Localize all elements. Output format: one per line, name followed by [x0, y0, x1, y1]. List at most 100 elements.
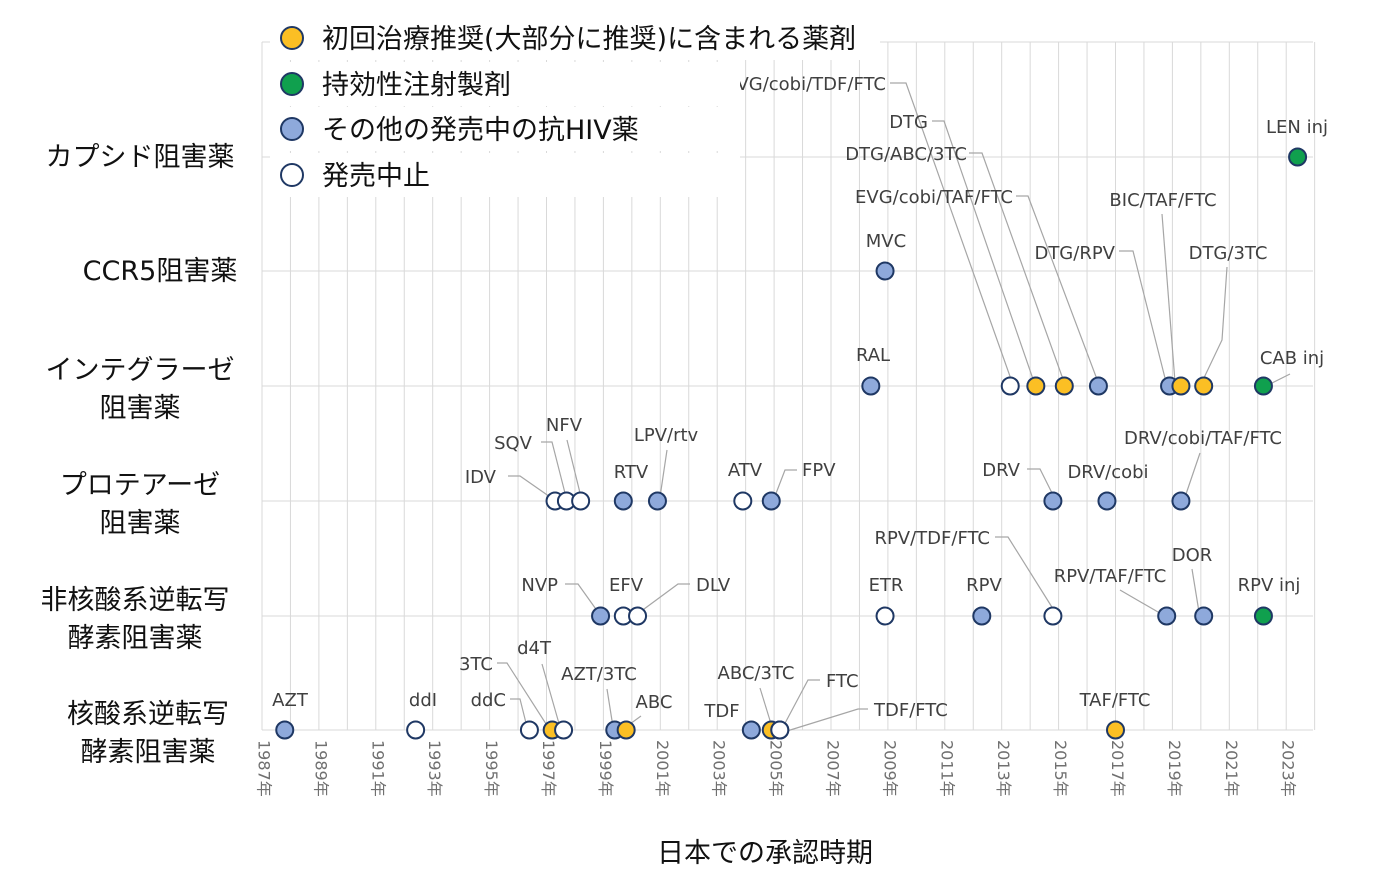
x-tick-label: 1995年 [482, 740, 501, 797]
x-tick-label: 2007年 [824, 740, 843, 797]
data-points [275, 147, 1308, 740]
x-tick-label: 2015年 [1051, 740, 1070, 797]
category-label: 核酸系逆転写酵素阻害薬 [67, 699, 229, 768]
point-label-rpv-inj: RPV inj [1238, 575, 1301, 596]
point-label-dtg-rpv: DTG/RPV [1034, 243, 1115, 264]
point-label-rtv: RTV [614, 462, 649, 483]
point-etr [875, 606, 895, 626]
x-tick-label: 2021年 [1222, 740, 1241, 797]
point-drv [1043, 491, 1063, 511]
point-label-rpv-tdf-ftc: RPV/TDF/FTC [874, 528, 990, 549]
leader-line-bic-taf-ftc [1161, 213, 1176, 383]
leader-line-drv [1027, 468, 1055, 498]
x-tick-label: 2013年 [994, 740, 1013, 797]
point-dtg [1026, 376, 1046, 396]
point-label-lpv-rtv: LPV/rtv [634, 425, 699, 446]
point-label-ral: RAL [856, 345, 890, 366]
leader-lines [497, 82, 1291, 732]
point-ral [861, 376, 881, 396]
leader-line-dtg [932, 120, 1035, 383]
point-fpv [761, 491, 781, 511]
leader-line-drv-cobi-taf-ftc [1184, 452, 1201, 498]
legend-marker-injectable [280, 72, 304, 96]
point-label-abc-3tc: ABC/3TC [718, 663, 795, 684]
leader-line-nvp [565, 583, 599, 613]
point-label-len-inj: LEN inj [1266, 117, 1328, 138]
point-drv-cobi [1097, 491, 1117, 511]
point-label-atv: ATV [728, 460, 763, 481]
point-label-rpv: RPV [966, 575, 1002, 596]
legend-marker-recommended [280, 26, 304, 50]
point-label-dor: DOR [1172, 545, 1213, 566]
point-len-inj [1288, 147, 1308, 167]
point-label-rpv-taf-ftc: RPV/TAF/FTC [1054, 566, 1167, 587]
point-label-drv-cobi: DRV/cobi [1067, 462, 1148, 483]
x-tick-label: 1999年 [596, 740, 615, 797]
category-labels: カプシド阻害薬 CCR5阻害薬インテグラーゼ阻害薬プロテアーゼ阻害薬非核酸系逆転写… [41, 142, 238, 768]
legend-label-recommended: 初回治療推奨(大部分に推奨)に含まれる薬剤 [322, 24, 856, 55]
leader-line-evg-cobi-tdf-ftc [890, 82, 1013, 383]
leader-line-evg-cobi-taf-ftc [1016, 195, 1099, 383]
legend-bg [270, 107, 740, 151]
point-label-azt-3tc: AZT/3TC [561, 664, 637, 685]
legend-marker-discontinued [280, 163, 304, 187]
legend: 初回治療推奨(大部分に推奨)に含まれる薬剤持効性注射製剤その他の発売中の抗HIV… [270, 16, 880, 197]
leader-line-d4t [541, 663, 561, 728]
leader-line-idv [508, 475, 554, 500]
x-tick-label: 2017年 [1108, 740, 1127, 797]
point-tdf-ftc [770, 720, 790, 740]
x-tick-label: 2001年 [653, 740, 672, 797]
point-label-drv: DRV [982, 460, 1020, 481]
point-label-taf-ftc: TAF/FTC [1079, 690, 1151, 711]
leader-line-dtg-3tc [1201, 266, 1228, 383]
point-label-drv-cobi-taf-ftc: DRV/cobi/TAF/FTC [1124, 428, 1282, 449]
leader-line-dor [1191, 568, 1200, 613]
point-label-tdf: TDF [703, 701, 739, 722]
point-dor [1194, 606, 1214, 626]
point-ddi [406, 720, 426, 740]
point-label-ddi: ddI [409, 690, 437, 711]
point-abc [616, 720, 636, 740]
category-label: インテグラーゼ阻害薬 [46, 355, 235, 424]
point-label-ddc: ddC [471, 690, 506, 711]
leader-line-rpv-tdf-ftc [995, 536, 1056, 613]
category-label: 非核酸系逆転写酵素阻害薬 [41, 585, 230, 654]
legend-label-injectable: 持効性注射製剤 [322, 70, 511, 101]
point-label-idv: IDV [465, 467, 497, 488]
point-dlv [628, 606, 648, 626]
point-label-nvp: NVP [521, 575, 558, 596]
point-label-efv: EFV [609, 575, 644, 596]
point-rpv-inj [1253, 606, 1273, 626]
x-tick-label: 2009年 [880, 740, 899, 797]
point-label-dtg: DTG [889, 112, 928, 133]
point-label-bic-taf-ftc: BIC/TAF/FTC [1109, 190, 1216, 211]
point-evg-cobi-tdf-ftc [1000, 376, 1020, 396]
leader-line-cab-inj [1269, 373, 1291, 385]
point-label-tdf-ftc: TDF/FTC [873, 700, 948, 721]
legend-bg [270, 153, 740, 197]
point-evg-cobi-taf-ftc [1088, 376, 1108, 396]
category-label: カプシド阻害薬 [46, 142, 235, 173]
x-tick-label: 1993年 [425, 740, 444, 797]
leader-line-tdf-ftc [786, 708, 868, 732]
x-tick-labels: 1987年 1989年 1991年 1993年 1995年 1997年 1999年 2001年… [255, 740, 1298, 797]
point-rpv-tdf-ftc [1043, 606, 1063, 626]
point-label-abc: ABC [636, 692, 673, 713]
leader-line-nfv [566, 439, 582, 498]
point-azt [275, 720, 295, 740]
x-tick-label: 2011年 [937, 740, 956, 797]
point-label-sqv: SQV [494, 433, 533, 454]
point-rtv [613, 491, 633, 511]
point-nvp [591, 606, 611, 626]
point-taf-ftc [1106, 720, 1125, 740]
point-drv-cobi-taf-ftc [1171, 491, 1191, 511]
point-tdf [741, 720, 761, 740]
point-dtg-3tc [1194, 376, 1214, 396]
x-tick-label: 2023年 [1279, 740, 1298, 797]
x-tick-label: 2019年 [1165, 740, 1184, 797]
leader-line-azt-3tc [606, 688, 614, 728]
point-label-nfv: NFV [546, 415, 583, 436]
leader-line-fpv [774, 469, 797, 497]
x-tick-label: 1989年 [311, 740, 330, 797]
